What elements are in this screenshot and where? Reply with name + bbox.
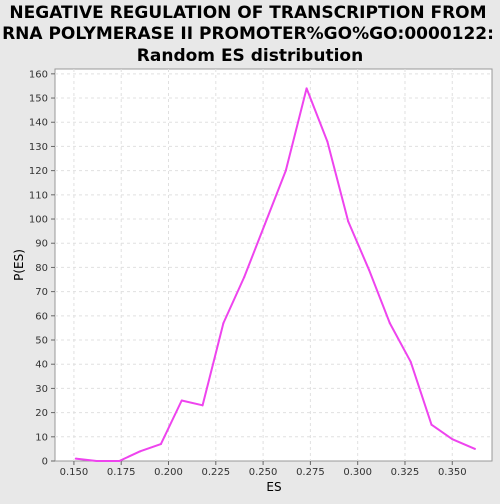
chart-title-line-3: Random ES distribution <box>137 46 363 66</box>
data-point <box>284 169 287 172</box>
data-point <box>326 140 329 143</box>
series-line <box>75 87 476 462</box>
y-tick-label: 20 <box>35 408 48 419</box>
grid <box>55 69 492 461</box>
y-tick-label: 40 <box>35 360 48 371</box>
data-point <box>74 457 77 460</box>
data-point <box>95 460 98 462</box>
chart-title: NEGATIVE REGULATION OF TRANSCRIPTION FRO… <box>2 3 494 66</box>
data-point <box>159 443 162 446</box>
data-point <box>451 438 454 441</box>
y-tick-label: 30 <box>35 384 48 395</box>
x-tick-label: 0.250 <box>249 467 278 478</box>
y-tick-label: 80 <box>35 263 48 274</box>
y-tick-label: 60 <box>35 311 48 322</box>
y-tick-label: 0 <box>42 457 48 468</box>
data-point <box>118 460 121 462</box>
x-tick-label: 0.300 <box>343 467 372 478</box>
y-tick-label: 90 <box>35 239 48 250</box>
data-point <box>347 220 350 223</box>
data-point <box>305 87 308 90</box>
x-tick-label: 0.150 <box>60 467 89 478</box>
y-tick-label: 100 <box>29 215 48 226</box>
x-axis: 0.150 0.175 0.200 0.225 0.250 0.275 0.300 0.325… <box>60 461 467 478</box>
x-tick-label: 0.325 <box>391 467 420 478</box>
data-point <box>409 360 412 363</box>
data-point <box>430 423 433 426</box>
data-point <box>180 399 183 402</box>
chart-title-line-2: RNA POLYMERASE II PROMOTER%GO%GO:0000122… <box>2 24 494 44</box>
y-axis: 0 10 20 30 40 50 60 70 80 90 100 110 120 130 140 150 160 <box>29 69 55 468</box>
x-tick-label: 0.350 <box>438 467 467 478</box>
y-tick-label: 110 <box>29 190 48 201</box>
data-point <box>222 322 225 325</box>
y-tick-label: 140 <box>29 118 48 129</box>
x-tick-label: 0.175 <box>107 467 136 478</box>
data-point <box>139 450 142 453</box>
x-tick-label: 0.200 <box>154 467 183 478</box>
data-point <box>473 447 476 450</box>
y-tick-label: 70 <box>35 287 48 298</box>
x-tick-label: 0.275 <box>296 467 325 478</box>
x-tick-label: 0.225 <box>201 467 230 478</box>
y-tick-label: 130 <box>29 142 48 153</box>
data-point <box>201 404 204 407</box>
data-point <box>243 276 246 279</box>
y-tick-label: 50 <box>35 336 48 347</box>
data-point <box>388 322 391 325</box>
y-tick-label: 10 <box>35 432 48 443</box>
data-point <box>368 268 371 271</box>
y-axis-label: P(ES) <box>12 249 26 281</box>
series-layer <box>74 87 476 462</box>
plot-area <box>54 68 493 462</box>
y-tick-label: 120 <box>29 166 48 177</box>
y-tick-label: 160 <box>29 69 48 80</box>
chart-title-line-1: NEGATIVE REGULATION OF TRANSCRIPTION FRO… <box>9 3 486 23</box>
x-axis-label: ES <box>266 480 281 494</box>
data-point <box>263 222 266 225</box>
y-tick-label: 150 <box>29 94 48 105</box>
